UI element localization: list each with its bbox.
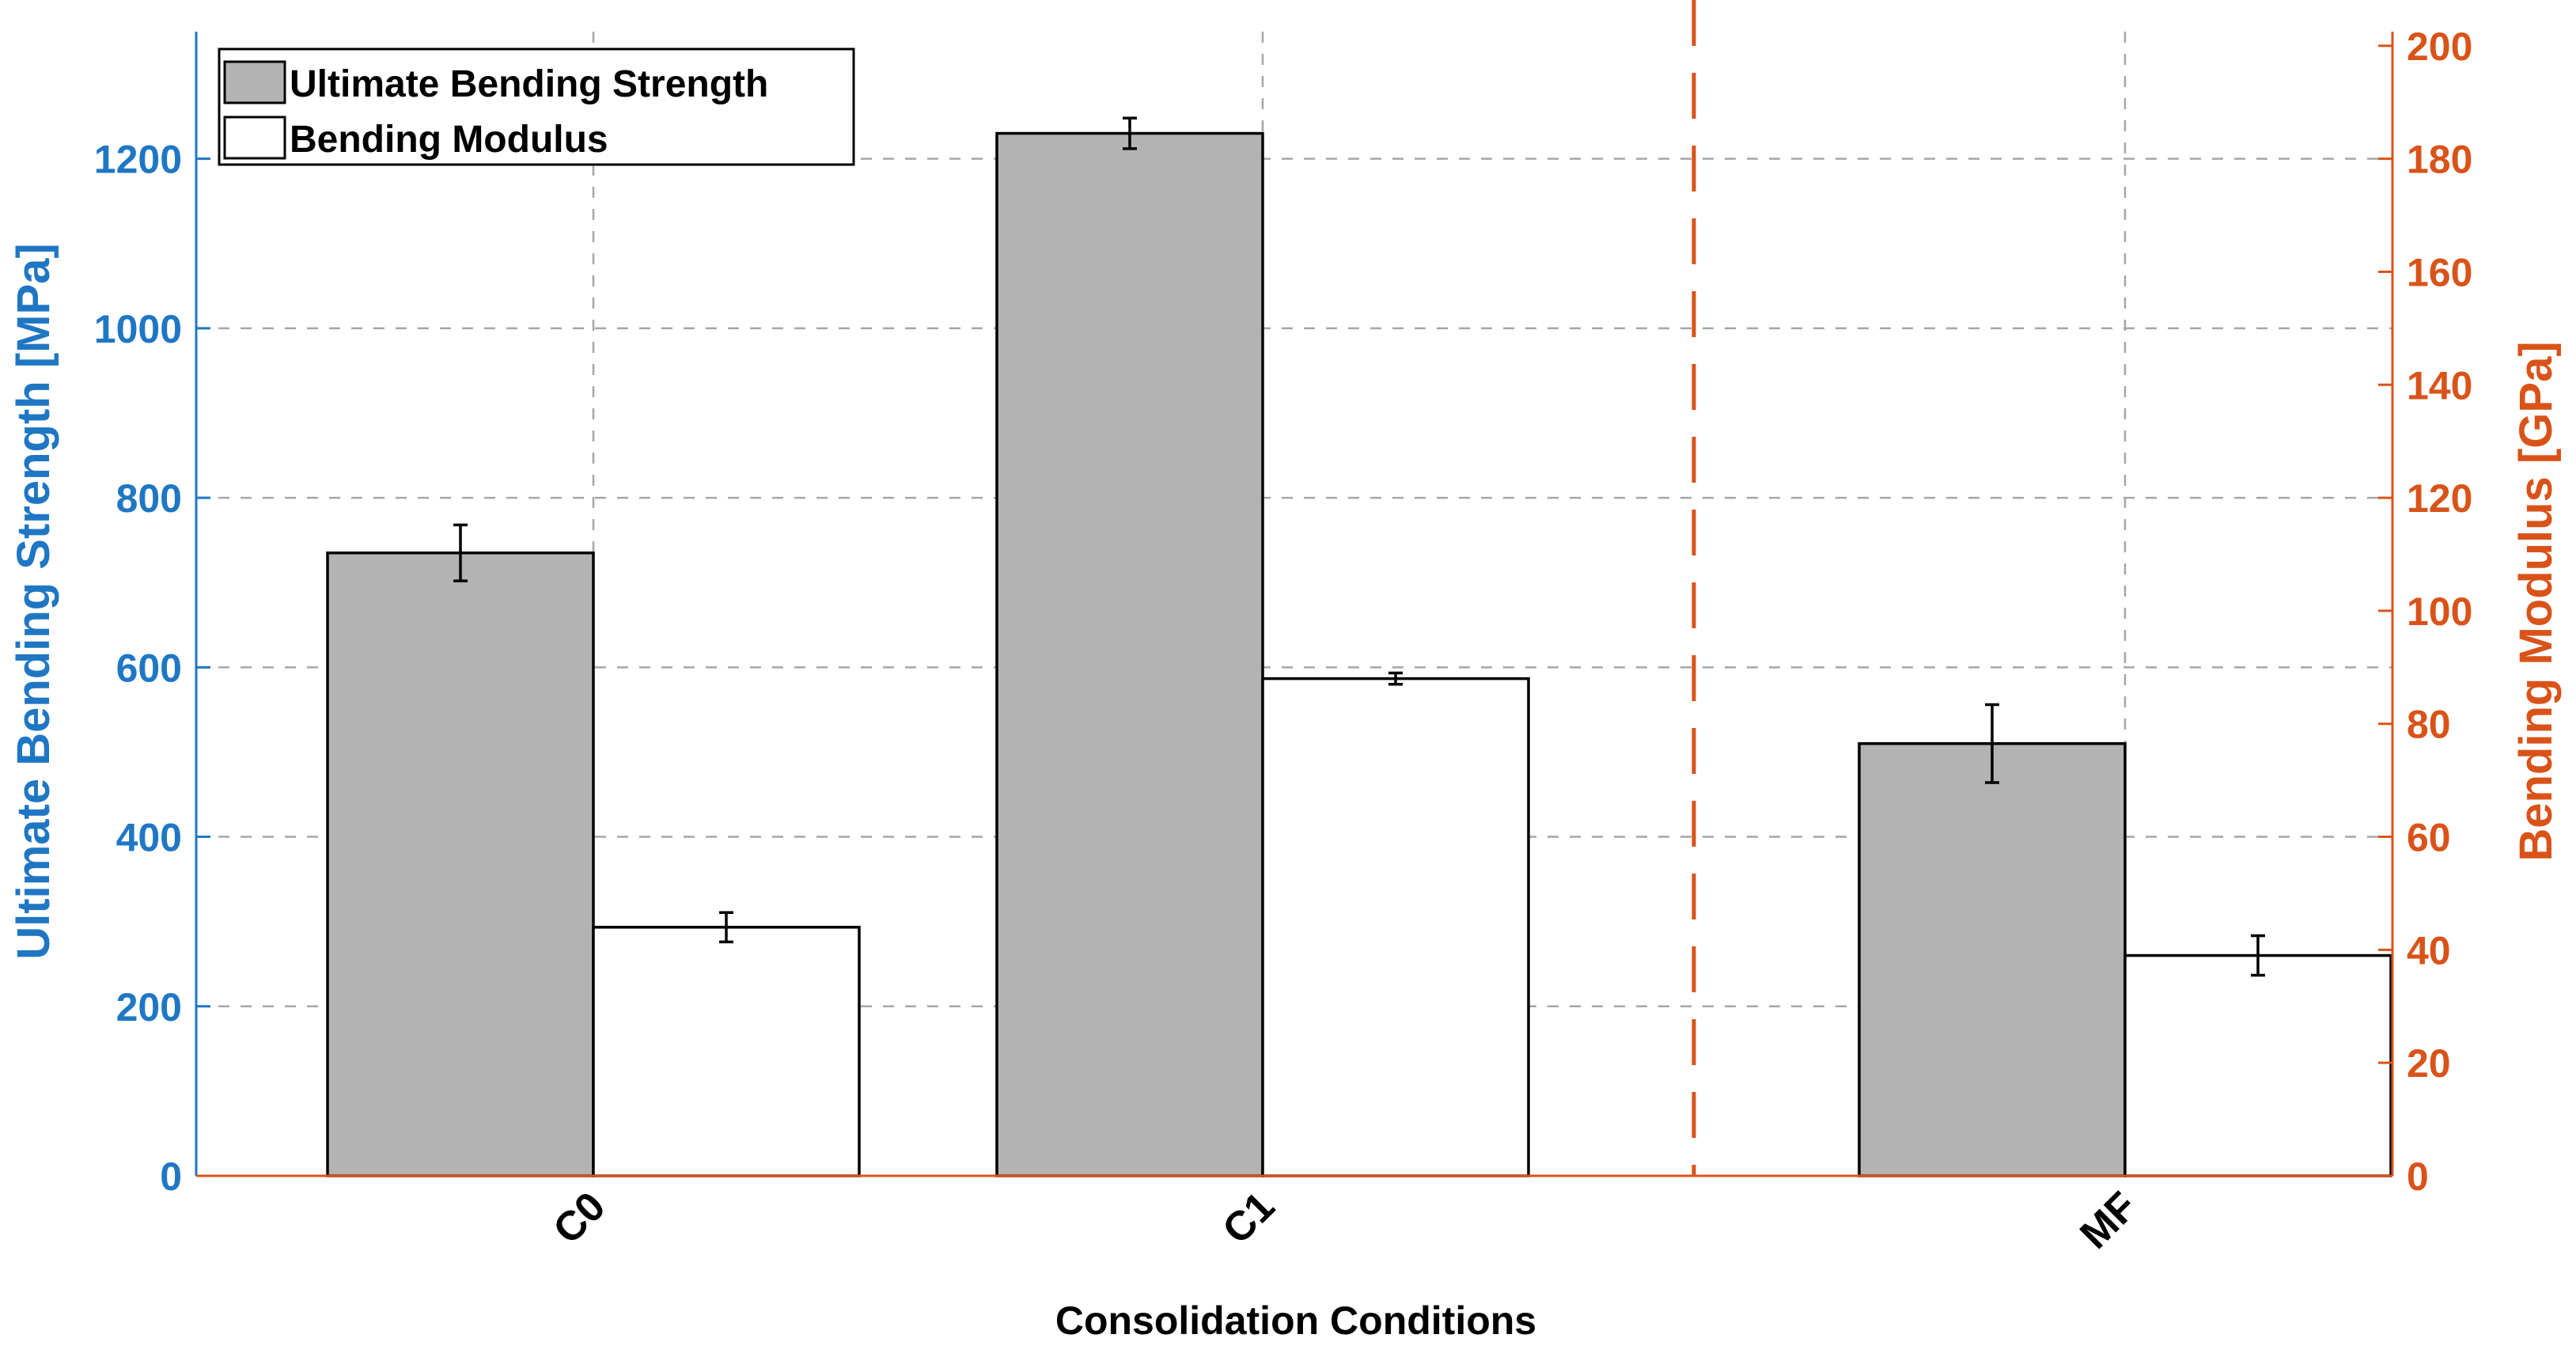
y-axis-label-right: Bending Modulus [GPa] [2510,341,2562,861]
legend-swatch-strength [223,60,286,104]
x-tick-label-mf: MF [2071,1183,2146,1257]
y-tick-label-left: 600 [116,646,182,690]
y-tick-label-right: 200 [2407,25,2472,69]
y-tick-label-left: 1200 [94,138,182,182]
bar-strength-mf [1858,741,2127,1177]
bar-modulus-c0 [592,926,861,1177]
error-layer [453,116,2265,977]
y-tick-label-right: 0 [2407,1154,2429,1199]
y-tick-label-left: 400 [116,816,182,860]
y-tick-label-right: 140 [2407,363,2472,408]
legend-swatch-modulus [223,116,286,160]
legend-box [218,47,855,166]
legend-label-modulus: Bending Modulus [290,119,608,161]
bar-layer [326,131,2392,1177]
x-tick-label-c0: C0 [544,1183,614,1253]
y-tick-label-left: 1000 [94,307,182,351]
y-tick-label-right: 180 [2407,138,2472,182]
x-axis-label: Consolidation Conditions [1055,1298,1536,1343]
y-tick-label-left: 200 [116,985,182,1029]
bar-modulus-c1 [1261,677,1530,1177]
bar-strength-c1 [995,131,1264,1177]
y-tick-label-right: 60 [2407,816,2451,860]
y-tick-label-right: 40 [2407,928,2451,972]
legend-layer: Ultimate Bending Strength Bending Modulu… [218,47,855,166]
y-tick-label-right: 160 [2407,250,2472,294]
y-tick-label-right: 120 [2407,476,2472,521]
legend-label-strength: Ultimate Bending Strength [290,63,768,105]
y-tick-label-left: 0 [160,1154,182,1199]
y-tick-label-left: 800 [116,476,182,521]
y-tick-label-right: 100 [2407,590,2472,634]
y-tick-label-right: 80 [2407,703,2451,747]
bar-modulus-mf [2123,953,2392,1177]
bar-strength-c0 [326,551,595,1177]
x-tick-label-c1: C1 [1214,1183,1283,1253]
y-tick-label-right: 20 [2407,1041,2451,1086]
y-axis-label-left: Ultimate Bending Strength [MPa] [8,243,59,959]
